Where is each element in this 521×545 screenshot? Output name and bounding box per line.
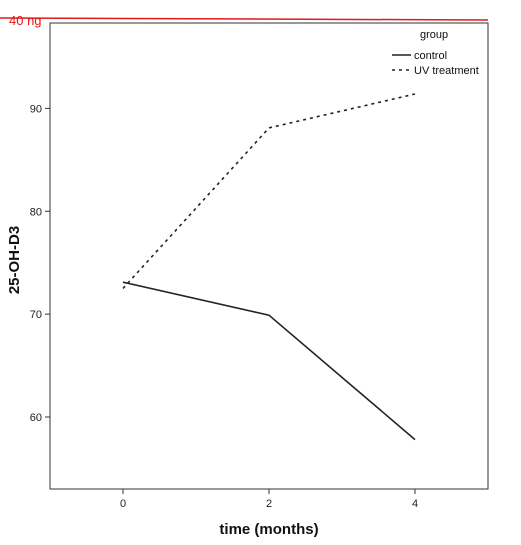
x-tick-label: 4 xyxy=(412,498,418,510)
x-axis-title: time (months) xyxy=(219,521,318,538)
reference-line-40ng xyxy=(0,17,489,21)
series-line-uv-treatment xyxy=(122,93,416,289)
legend-label-uv-treatment: UV treatment xyxy=(414,65,479,77)
legend-title: group xyxy=(420,29,448,41)
x-tick-label: 2 xyxy=(266,498,272,510)
legend-label-control: control xyxy=(414,50,447,62)
y-axis-title: 25-OH-D3 xyxy=(6,226,23,294)
x-tick-label: 0 xyxy=(120,498,126,510)
y-tick-label: 60 xyxy=(30,412,42,424)
reference-line-label: 40 ng xyxy=(9,13,42,28)
legend: group control UV treatment xyxy=(392,29,479,77)
y-tick-label: 80 xyxy=(30,206,42,218)
series-line-control xyxy=(122,281,416,441)
y-tick-label: 90 xyxy=(30,103,42,115)
plot-area xyxy=(49,22,489,490)
y-tick-label: 70 xyxy=(30,309,42,321)
